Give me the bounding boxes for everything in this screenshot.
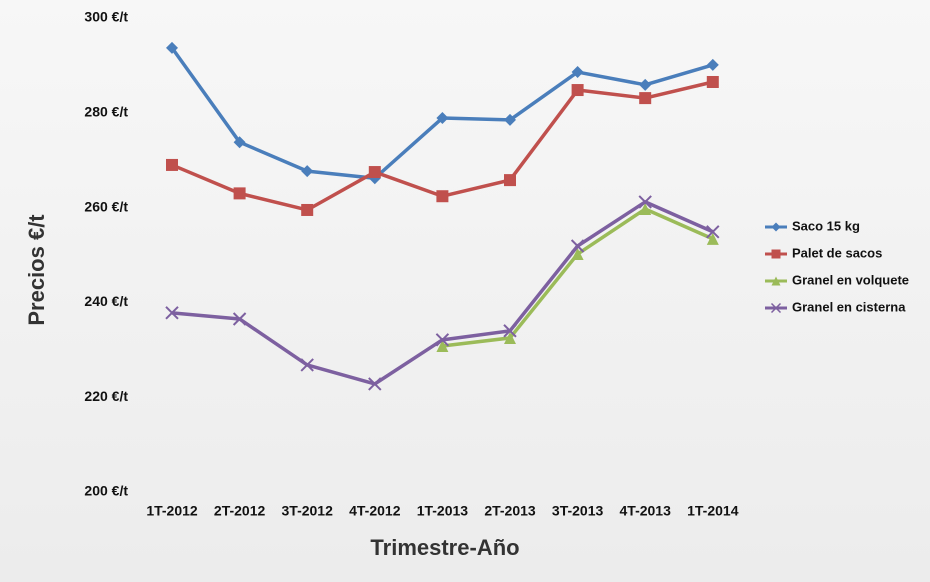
marker xyxy=(436,340,449,353)
x-tick-label: 2T-2012 xyxy=(214,503,266,519)
y-tick-label: 220 €/t xyxy=(84,388,128,404)
marker xyxy=(706,232,719,245)
marker xyxy=(301,165,314,178)
marker xyxy=(570,239,585,253)
x-tick-label: 1T-2013 xyxy=(417,503,469,519)
marker xyxy=(368,377,382,391)
y-tick-label: 240 €/t xyxy=(84,293,128,309)
marker xyxy=(706,225,720,239)
marker xyxy=(301,203,314,216)
marker xyxy=(300,358,314,372)
marker xyxy=(571,66,584,79)
x-tick-label: 3T-2013 xyxy=(552,503,604,519)
x-tick-label: 1T-2014 xyxy=(687,503,739,519)
y-axis-title: Precios €/t xyxy=(24,214,49,326)
marker xyxy=(503,324,517,338)
legend-marker xyxy=(771,222,781,232)
marker xyxy=(571,84,584,97)
x-tick-label: 4T-2013 xyxy=(620,503,672,519)
marker xyxy=(639,78,652,91)
marker xyxy=(233,136,246,149)
marker xyxy=(166,41,178,54)
marker xyxy=(166,158,178,171)
x-tick-label: 3T-2012 xyxy=(282,503,334,519)
marker xyxy=(638,195,652,209)
legend-label: Palet de sacos xyxy=(792,245,882,260)
legend-label: Granel en volquete xyxy=(792,272,909,287)
y-tick-label: 300 €/t xyxy=(84,9,128,25)
y-tick-label: 200 €/t xyxy=(84,483,128,499)
legend-label: Granel en cisterna xyxy=(792,299,906,314)
x-tick-label: 4T-2012 xyxy=(349,503,401,519)
legend-marker xyxy=(771,249,781,259)
marker xyxy=(639,92,652,105)
marker xyxy=(571,248,584,261)
x-tick-label: 2T-2013 xyxy=(484,503,536,519)
marker xyxy=(639,203,652,216)
legend-label: Saco 15 kg xyxy=(792,218,860,233)
marker xyxy=(233,187,246,200)
marker xyxy=(435,333,450,347)
legend-marker xyxy=(771,276,781,286)
marker xyxy=(436,112,449,125)
marker xyxy=(504,113,516,126)
marker xyxy=(436,190,449,203)
marker xyxy=(706,58,719,71)
marker xyxy=(706,75,719,88)
y-tick-label: 280 €/t xyxy=(84,104,128,120)
x-tick-label: 1T-2012 xyxy=(146,503,198,519)
x-axis-title: Trimestre-Año xyxy=(370,535,519,560)
legend-marker xyxy=(770,302,782,314)
marker xyxy=(504,331,516,344)
y-tick-label: 260 €/t xyxy=(84,198,128,214)
marker xyxy=(165,306,179,320)
marker xyxy=(232,312,247,326)
marker xyxy=(368,166,381,179)
marker xyxy=(504,174,516,187)
